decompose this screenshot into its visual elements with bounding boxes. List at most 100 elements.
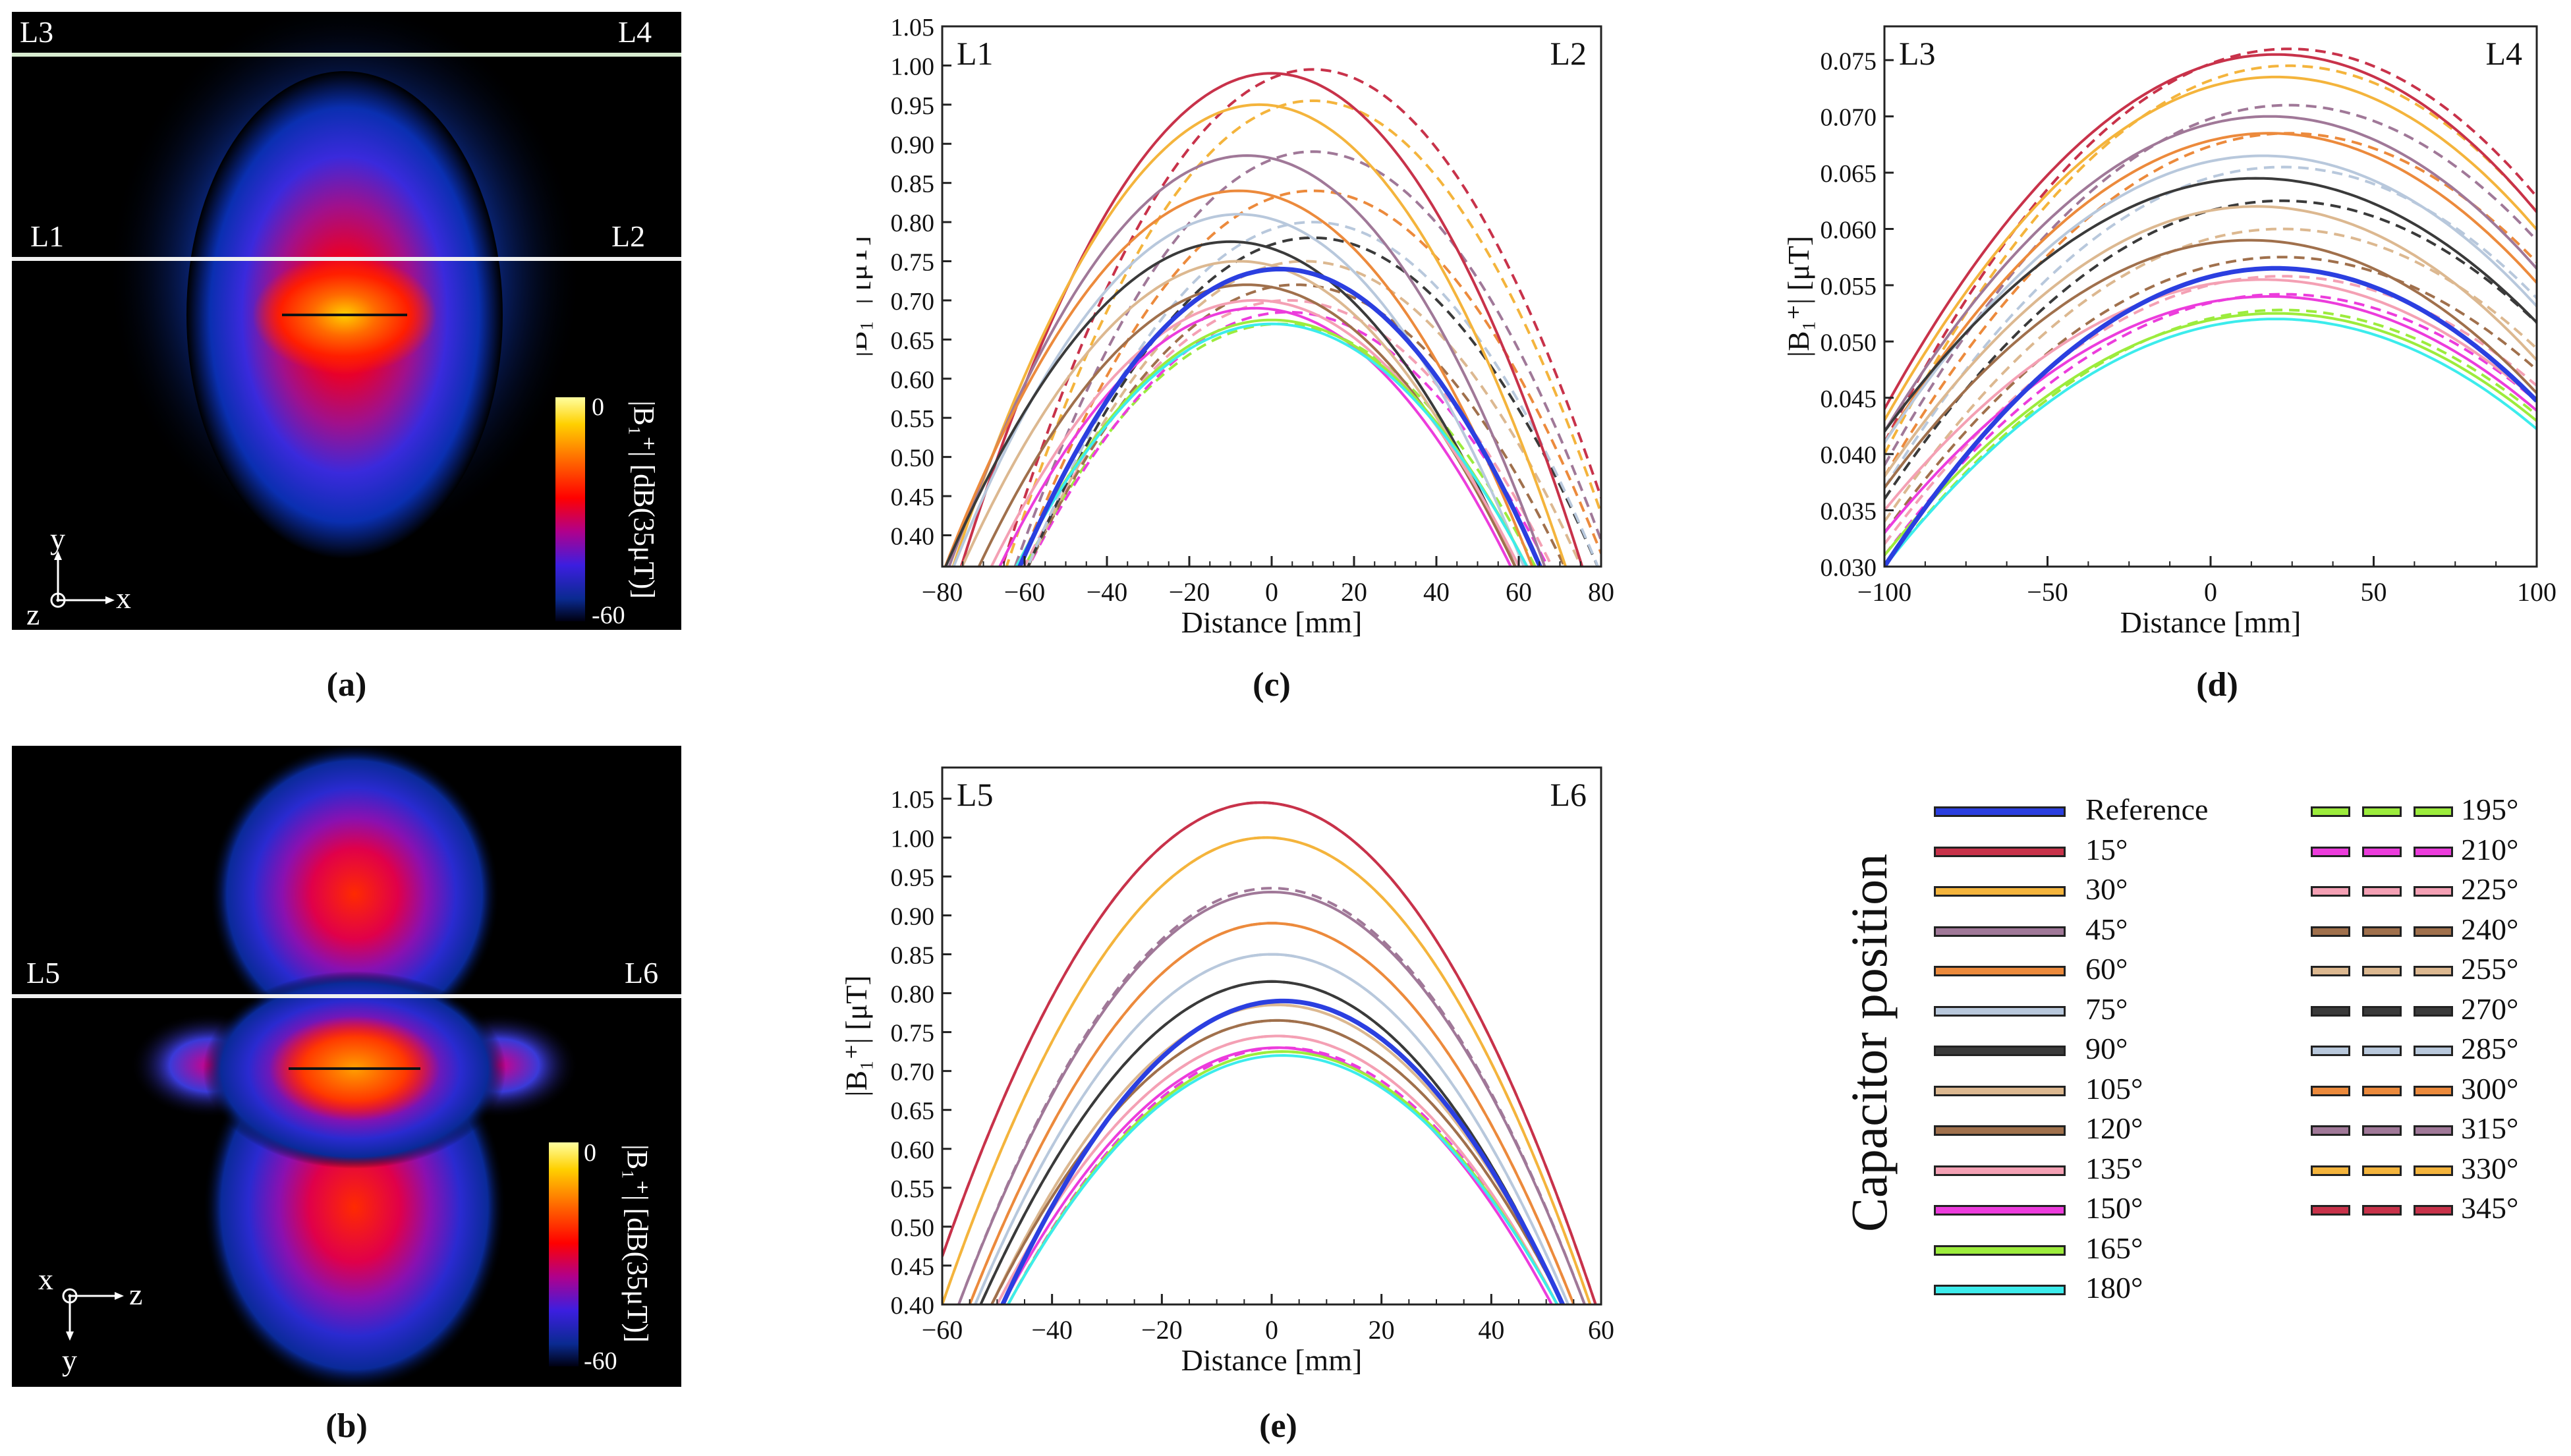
legend-swatch [1934, 1205, 2066, 1216]
series-d-120° [1884, 238, 2537, 489]
plot-area-d [1884, 47, 2537, 567]
legend-swatch [2362, 1046, 2402, 1056]
legend-swatch [2311, 966, 2350, 976]
series-c-120° [977, 283, 1517, 567]
legend-swatch [1934, 1245, 2066, 1256]
legend-label: 195° [2461, 793, 2519, 826]
label-l5: L5 [26, 956, 60, 990]
legend-label: 105° [2085, 1071, 2143, 1106]
ytick-label-c-4: 0.60 [891, 366, 935, 394]
xtick-label-c-4: 0 [1265, 577, 1278, 607]
axis-label-z-b: z [129, 1277, 142, 1311]
series-d-330° [1884, 64, 2537, 455]
series-c-45° [947, 154, 1546, 567]
legend-swatch [2311, 886, 2350, 897]
colorbar-a [555, 397, 585, 621]
axis-triad-a: y x z [26, 522, 131, 630]
axis-label-z: z [26, 598, 40, 630]
xtick-label-d-0: −100 [1857, 577, 1912, 607]
ytick-label-d-7: 0.065 [1821, 160, 1877, 188]
xtick-label-e-5: 40 [1478, 1315, 1504, 1345]
ytick-label-c-6: 0.70 [891, 288, 935, 316]
axis-triad-b: x z y [38, 1262, 142, 1377]
legend-swatch [2362, 1205, 2402, 1216]
legend-swatch [2362, 926, 2402, 937]
label-l2: L2 [611, 219, 645, 253]
ytick-label-c-5: 0.65 [891, 327, 935, 354]
series-d-300° [1884, 132, 2537, 478]
series-d-180° [1884, 318, 2537, 567]
xtick-label-d-2: 0 [2204, 577, 2217, 607]
ytick-label-c-0: 0.40 [891, 522, 935, 550]
axis-label-y-b: y [62, 1343, 77, 1377]
corner-left-c: L1 [957, 35, 994, 72]
label-l6: L6 [625, 956, 658, 990]
colorbar-a-max: 0 [592, 393, 604, 421]
legend-label: 60° [2085, 952, 2128, 986]
ytick-label-e-8: 0.80 [891, 981, 935, 1009]
colorbar-b-min: -60 [584, 1347, 617, 1375]
xlabel-e: Distance [mm] [1181, 1343, 1363, 1377]
legend-label: 345° [2461, 1191, 2519, 1225]
legend-label: 135° [2085, 1151, 2143, 1185]
ytick-label-d-1: 0.035 [1821, 498, 1877, 526]
chart-e: 0.40 0.45 0.50 0.55 0.60 0.65 0.70 0.75 0.80 0.85… [839, 766, 1614, 1377]
xtick-label-c-2: −40 [1087, 577, 1128, 607]
ytick-label-e-3: 0.55 [891, 1175, 935, 1203]
series-e-60° [968, 922, 1575, 1304]
series-e-45° [957, 890, 1587, 1304]
xtick-label-e-2: −20 [1141, 1315, 1183, 1345]
plot-area-c [944, 68, 1601, 567]
legend-swatch [2311, 926, 2350, 937]
legend-label: 90° [2085, 1032, 2128, 1065]
legend-swatch [1934, 1005, 2066, 1017]
legend-swatch [2362, 886, 2402, 897]
series-c-345° [1001, 68, 1601, 567]
series-d-285° [1884, 165, 2537, 489]
colorbar-a-min: -60 [592, 602, 625, 629]
ytick-label-d-4: 0.050 [1821, 329, 1877, 356]
legend-swatch [2414, 966, 2453, 976]
ytick-label-c-7: 0.75 [891, 249, 935, 277]
chart-c: 0.40 0.45 0.50 0.55 0.60 0.65 0.70 0.75 0.80 0.85… [857, 14, 1614, 639]
legend-label: 225° [2461, 872, 2519, 906]
legend-swatch [2414, 1165, 2453, 1176]
ytick-label-e-9: 0.85 [891, 941, 935, 969]
series-e-150° [1001, 1046, 1554, 1304]
legend-swatch [2414, 1046, 2453, 1056]
panel-label-a: (a) [326, 666, 367, 704]
legend-label: Reference [2085, 793, 2209, 826]
xlabel-c: Distance [mm] [1181, 605, 1363, 639]
label-l1: L1 [30, 219, 64, 253]
axis-label-y: y [50, 522, 65, 555]
series-d-270° [1884, 199, 2537, 500]
series-d-165° [1884, 312, 2537, 557]
axis-label-x-b: x [38, 1262, 53, 1296]
series-d-210° [1884, 293, 2537, 557]
legend-label: 300° [2461, 1071, 2519, 1106]
series-c-30° [951, 103, 1568, 567]
legend-swatch [2311, 846, 2350, 857]
series-c-330° [1005, 99, 1601, 567]
series-d-150° [1884, 295, 2537, 534]
field-map-a-svg: L3 L4 L1 L2 y x z [12, 12, 681, 630]
field-map-a: L3 L4 L1 L2 y x z [12, 12, 681, 630]
series-c-300° [1018, 189, 1601, 567]
legend-swatch [1934, 886, 2066, 897]
legend-label: 75° [2085, 992, 2128, 1026]
legend-swatch [2414, 1085, 2453, 1096]
panel-label-b: (b) [325, 1407, 368, 1445]
panel-label-c: (c) [1253, 666, 1291, 704]
legend-swatch [2362, 1125, 2402, 1136]
ytick-label-e-1: 0.45 [891, 1253, 935, 1281]
legend-label: 270° [2461, 992, 2519, 1026]
series-d-60° [1884, 132, 2537, 444]
xtick-label-e-4: 20 [1369, 1315, 1395, 1345]
legend-label: 30° [2085, 872, 2128, 906]
legend-swatch [2362, 846, 2402, 857]
series-d-195° [1884, 308, 2537, 567]
colorbar-b-title: |B₁⁺| [dB(35μT)] [621, 1144, 654, 1343]
series-d-105° [1884, 205, 2537, 478]
series-d-45° [1884, 115, 2537, 433]
legend-swatch [2414, 846, 2453, 857]
